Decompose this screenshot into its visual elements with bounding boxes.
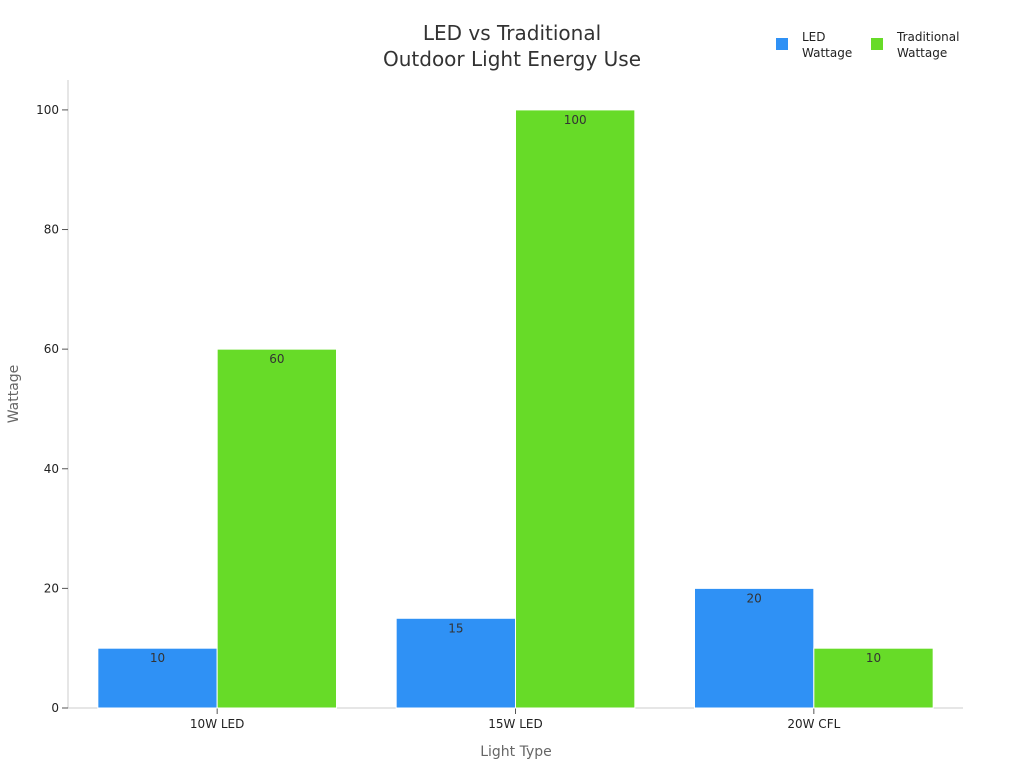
bar-traditional (515, 109, 636, 709)
y-tick-label: 20 (44, 581, 59, 595)
bar-led (694, 587, 815, 709)
y-tick-label: 100 (36, 103, 59, 117)
y-axis-title: Wattage (6, 365, 22, 424)
bar-value-label: 10 (150, 651, 165, 665)
bar-led (97, 647, 218, 709)
legend-label: Wattage (802, 46, 852, 60)
legend-label: Wattage (897, 46, 947, 60)
x-tick-label: 20W CFL (787, 717, 840, 731)
x-tick-label: 10W LED (190, 717, 244, 731)
chart-title-line: Outdoor Light Energy Use (383, 47, 641, 71)
bar-value-label: 15 (448, 621, 463, 635)
bar-traditional (813, 647, 934, 709)
y-tick-label: 80 (44, 223, 59, 237)
bar-value-label: 60 (269, 352, 284, 366)
y-tick-label: 40 (44, 462, 59, 476)
chart-title-line: LED vs Traditional (423, 21, 601, 45)
y-tick-label: 60 (44, 342, 59, 356)
bars (97, 109, 934, 709)
y-tick-label: 0 (51, 701, 59, 715)
bar-value-label: 10 (866, 651, 881, 665)
legend-label: Traditional (896, 30, 959, 44)
bar-value-label: 20 (747, 591, 762, 605)
bar-led (395, 617, 516, 709)
data-labels: 10 60 15 100 20 10 (150, 113, 881, 665)
legend-label: LED (802, 30, 826, 44)
legend: LED Wattage Traditional Wattage (776, 30, 959, 60)
bar-traditional (216, 348, 338, 709)
bar-value-label: 100 (564, 113, 587, 127)
x-axis-title: Light Type (480, 744, 552, 760)
legend-swatch (871, 38, 883, 50)
x-tick-label: 15W LED (488, 717, 542, 731)
legend-swatch (776, 38, 788, 50)
